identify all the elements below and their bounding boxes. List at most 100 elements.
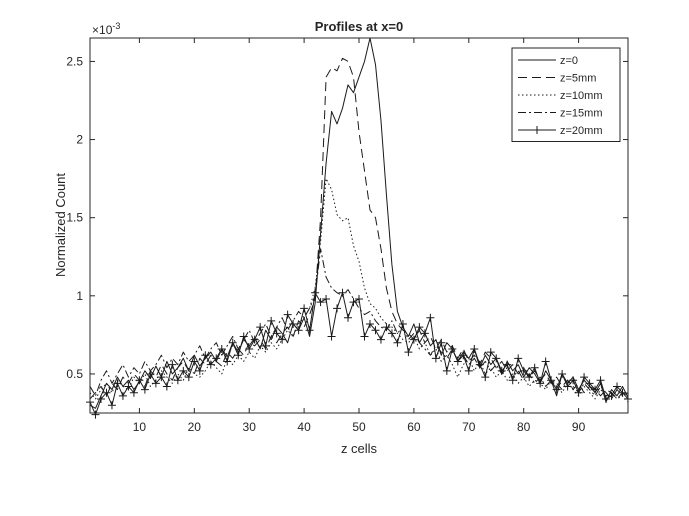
data-point-marker (431, 354, 440, 363)
data-point-marker (113, 379, 122, 388)
data-point-marker (437, 338, 446, 347)
data-point-marker (486, 348, 495, 357)
data-point-marker (585, 379, 594, 388)
data-point-marker (300, 304, 309, 313)
data-point-marker (355, 294, 363, 303)
data-point-marker (294, 326, 303, 335)
series-line (89, 57, 629, 400)
legend-label: z=0 (560, 55, 578, 67)
legend-entry: z=5mm (518, 73, 596, 85)
legend-marker-sample (533, 126, 541, 134)
data-point-marker (349, 298, 358, 307)
data-point-marker (327, 332, 336, 341)
y-tick-label: 2 (76, 133, 83, 147)
data-point-marker (102, 388, 111, 397)
data-point-marker (201, 351, 210, 360)
data-point-marker (129, 388, 138, 397)
data-point-marker (618, 388, 627, 397)
series-z-0 (89, 37, 629, 409)
x-tick-label: 20 (188, 420, 202, 434)
data-point-marker (146, 369, 155, 378)
y-exponent-power: -3 (112, 21, 120, 31)
y-tick-label: 1.5 (66, 211, 83, 225)
data-point-marker (376, 335, 385, 344)
data-point-marker (536, 379, 545, 388)
data-point-marker (234, 351, 243, 360)
data-point-marker (135, 376, 144, 385)
series-z-5mm (89, 57, 629, 400)
x-tick-label: 40 (297, 420, 311, 434)
data-point-marker (228, 338, 237, 347)
data-point-marker (239, 332, 248, 341)
x-tick-label: 30 (243, 420, 257, 434)
data-point-marker (245, 344, 254, 353)
data-point-marker (453, 357, 462, 366)
legend-label: z=20mm (560, 125, 603, 137)
x-axis-label: z cells (341, 441, 378, 456)
y-exponent-base: ×10-3 (92, 21, 120, 37)
data-point-marker (448, 344, 457, 353)
data-point-marker (365, 319, 374, 328)
data-point-marker (525, 373, 534, 382)
data-point-marker (195, 366, 204, 375)
y-axis-exponent: ×10-3 (92, 21, 120, 37)
legend-label: z=5mm (560, 73, 596, 85)
data-point-marker (278, 335, 287, 344)
data-point-marker (596, 376, 605, 385)
data-point-marker (267, 316, 276, 325)
x-tick-label: 50 (352, 420, 366, 434)
data-point-marker (371, 326, 380, 335)
data-point-marker (382, 323, 391, 332)
data-point-marker (574, 388, 583, 397)
data-point-marker (206, 360, 215, 369)
data-point-marker (591, 385, 600, 394)
data-point-marker (217, 344, 226, 353)
data-point-marker (607, 391, 616, 400)
data-point-marker (223, 357, 232, 366)
data-point-marker (272, 329, 281, 338)
data-point-marker (409, 335, 418, 344)
y-tick-label: 2.5 (66, 54, 83, 68)
data-point-marker (530, 363, 539, 372)
x-tick-label: 90 (572, 420, 586, 434)
legend-entry: z=15mm (518, 108, 603, 120)
data-point-marker (519, 366, 528, 375)
data-point-marker (580, 373, 589, 382)
data-point-marker (212, 354, 221, 363)
data-point-marker (602, 394, 611, 403)
data-point-marker (442, 366, 451, 375)
legend-label: z=15mm (560, 108, 603, 120)
x-tick-label: 60 (407, 420, 421, 434)
y-exponent-ten: 10 (99, 23, 113, 37)
data-point-marker (569, 376, 578, 385)
data-point-marker (497, 366, 506, 375)
data-point-marker (162, 382, 171, 391)
series-z-10mm (89, 178, 629, 403)
data-point-marker (289, 319, 298, 328)
data-point-marker (179, 366, 188, 375)
data-point-marker (508, 376, 517, 385)
data-point-marker (96, 394, 105, 403)
data-point-marker (250, 335, 259, 344)
data-point-marker (415, 323, 424, 332)
data-point-marker (552, 385, 561, 394)
series-line (89, 37, 629, 409)
data-point-marker (398, 319, 407, 328)
data-point-marker (613, 382, 622, 391)
data-point-marker (492, 354, 501, 363)
data-point-marker (311, 288, 320, 297)
data-point-marker (157, 373, 166, 382)
data-point-marker (168, 360, 177, 369)
data-point-marker (173, 376, 182, 385)
data-point-marker (118, 391, 127, 400)
data-point-marker (190, 357, 199, 366)
data-point-marker (184, 373, 193, 382)
y-axis-label: Normalized Count (53, 173, 68, 277)
data-point-marker (322, 294, 331, 303)
series-layer (86, 37, 632, 419)
data-point-marker (464, 366, 473, 375)
ticks-layer: 10 20 30 40 50 60 70 80 90 0.5 1 1.5 2 2.5 (66, 38, 628, 434)
data-point-marker (107, 401, 116, 410)
legend-label: z=10mm (560, 90, 603, 102)
